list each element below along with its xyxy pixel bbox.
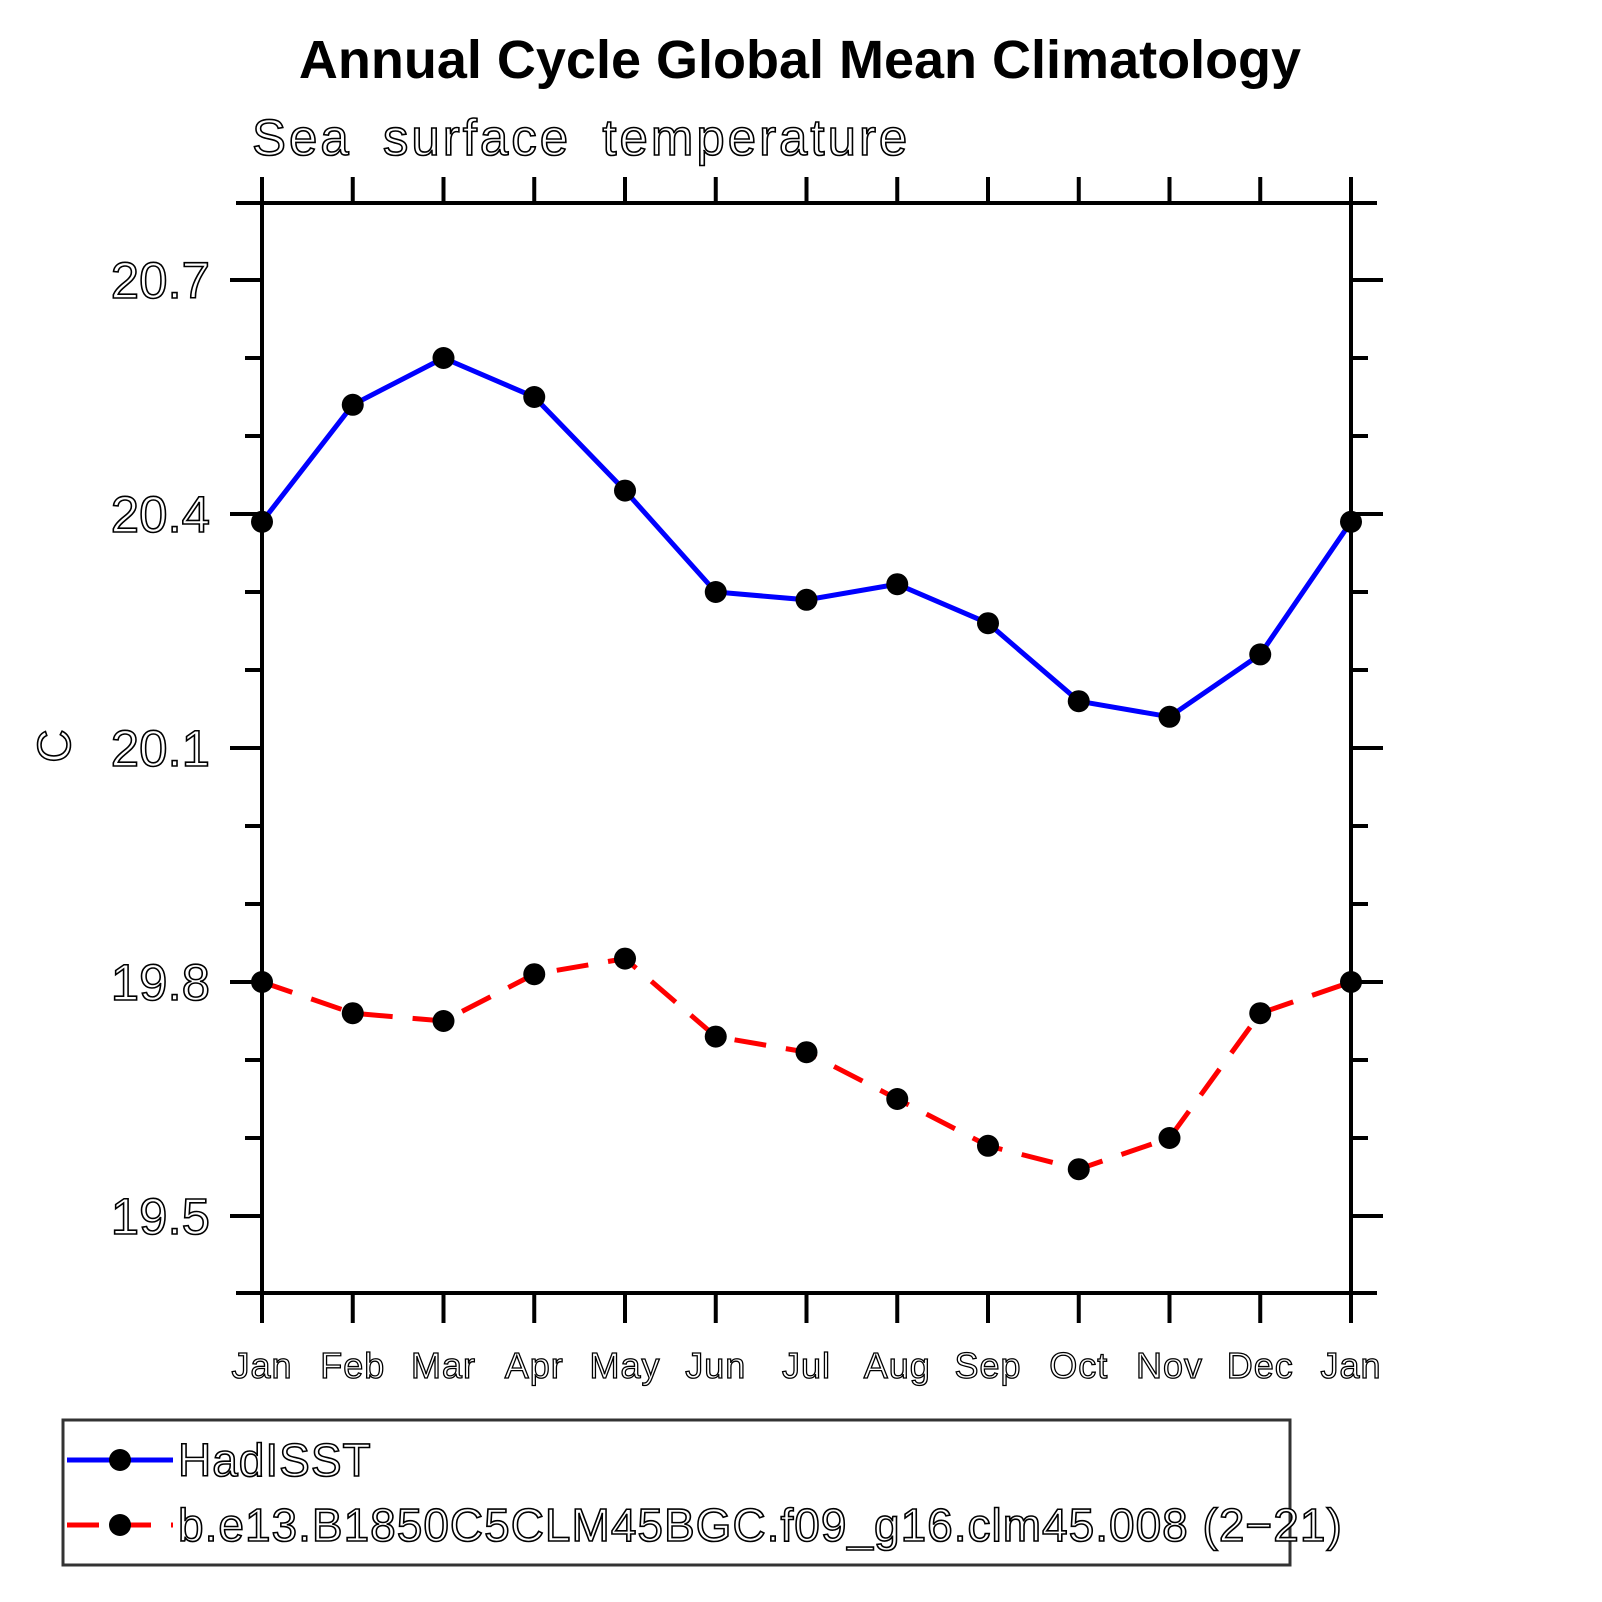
data-point-marker <box>523 963 546 986</box>
data-point-marker <box>614 479 636 502</box>
x-tick-label: May <box>589 1345 660 1386</box>
y-tick-label: 20.4 <box>111 486 210 543</box>
data-point-marker <box>523 386 546 408</box>
x-tick-label: Dec <box>1227 1345 1294 1386</box>
data-point-marker <box>977 612 999 635</box>
data-point-marker <box>1067 1158 1090 1181</box>
data-point-marker <box>1340 971 1362 993</box>
y-tick-label: 19.8 <box>111 954 210 1011</box>
series-line-0 <box>260 355 1354 720</box>
data-point-marker <box>341 1002 364 1025</box>
x-tick-label: Sep <box>954 1345 1021 1386</box>
x-tick-labels: Jan Feb Mar Apr May Jun Jul Aug Sep Oct Nov Dec Jan <box>231 1344 1381 1386</box>
data-point-marker <box>1158 1127 1181 1149</box>
data-point-marker <box>1067 690 1090 713</box>
y-tick-label: 19.5 <box>111 1188 210 1245</box>
y-tick-labels: 19.5 19.8 20.1 20.4 20.7 <box>110 251 211 1246</box>
series-plot <box>251 347 1362 1181</box>
legend-marker-model <box>109 1514 131 1536</box>
data-point-marker <box>704 1025 727 1048</box>
x-tick-label: Jan <box>1320 1345 1381 1386</box>
data-point-marker <box>795 588 818 611</box>
data-point-marker <box>1340 510 1362 533</box>
legend: HadISST b.e13.B1850C5CLM45BGC.f09_g16.cl… <box>61 1418 1343 1567</box>
legend-box <box>61 1418 1292 1567</box>
x-tick-label: Apr <box>505 1345 564 1386</box>
data-point-marker <box>977 1134 999 1157</box>
legend-label-model: b.e13.B1850C5CLM45BGC.f09_g16.clm45.008 … <box>178 1499 1343 1551</box>
series-line-1 <box>261 955 1352 1172</box>
x-tick-label: Feb <box>320 1345 385 1386</box>
data-point-marker <box>432 347 455 369</box>
x-tick-label: Jun <box>685 1345 746 1386</box>
chart-subtitle: Sea surface temperature <box>252 109 910 166</box>
plot-frame <box>230 177 1383 1323</box>
data-point-marker <box>1158 705 1181 728</box>
y-tick-label: 20.7 <box>111 252 210 309</box>
x-tick-label: Mar <box>411 1345 476 1386</box>
data-point-marker <box>1249 1002 1272 1025</box>
y-tick-label: 20.1 <box>111 720 210 777</box>
x-tick-label: Aug <box>864 1345 931 1386</box>
x-tick-label: Jan <box>231 1345 292 1386</box>
data-point-marker <box>795 1041 818 1064</box>
data-point-marker <box>886 1088 909 1110</box>
data-point-marker <box>704 581 727 603</box>
data-point-marker <box>251 971 273 993</box>
legend-marker-hadisst <box>109 1449 131 1471</box>
legend-label-hadisst: HadISST <box>178 1434 372 1486</box>
x-tick-label: Jul <box>782 1345 831 1386</box>
data-point-marker <box>251 510 273 533</box>
data-point-marker <box>614 947 636 970</box>
x-tick-label: Nov <box>1136 1345 1203 1386</box>
data-point-marker <box>886 573 909 596</box>
y-axis-label: C <box>28 729 80 762</box>
data-point-marker <box>1249 643 1272 666</box>
x-tick-label: Oct <box>1049 1345 1108 1386</box>
data-point-marker <box>341 393 364 416</box>
chart-title: Annual Cycle Global Mean Climatology <box>299 30 1301 90</box>
data-point-marker <box>432 1010 455 1032</box>
